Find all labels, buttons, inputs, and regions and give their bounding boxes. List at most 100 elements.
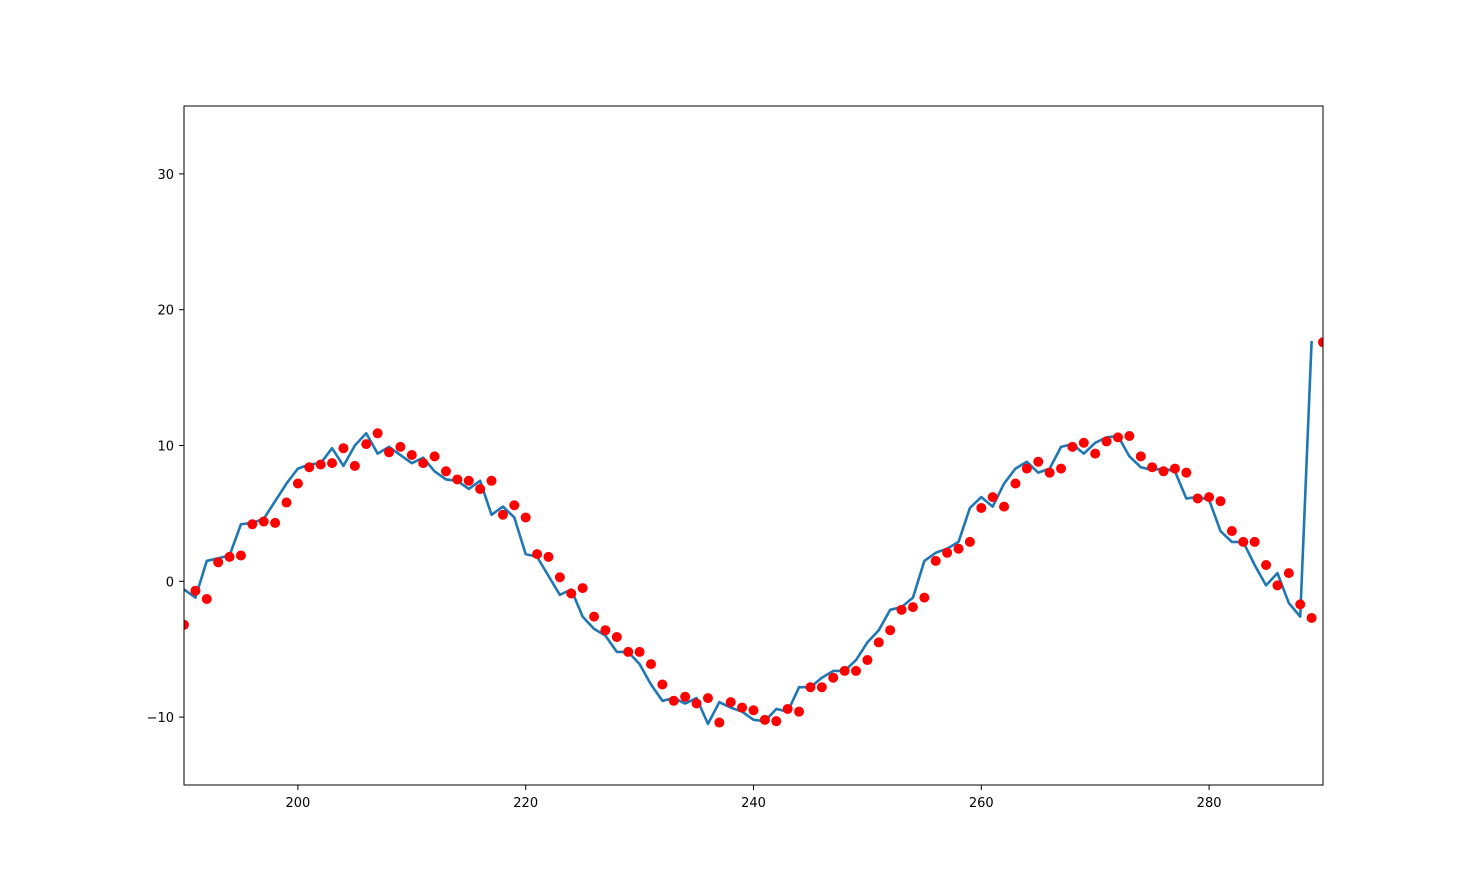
data-point <box>1261 560 1272 570</box>
data-point <box>247 519 258 530</box>
data-point <box>668 695 679 706</box>
x-tick-label: 220 <box>513 796 538 811</box>
data-point <box>691 698 702 709</box>
data-point <box>725 697 736 708</box>
data-point <box>395 441 406 452</box>
plot-area <box>184 337 1323 728</box>
data-point <box>1158 466 1169 477</box>
y-tick-label: −10 <box>147 711 174 726</box>
data-point <box>1021 463 1032 474</box>
data-point <box>976 502 987 513</box>
data-point <box>281 497 292 508</box>
data-point <box>532 549 543 560</box>
data-point <box>702 693 713 704</box>
data-point <box>543 551 554 562</box>
data-point <box>987 492 998 503</box>
data-point <box>452 474 463 485</box>
data-point <box>1272 580 1283 591</box>
data-point <box>1101 436 1112 447</box>
data-point <box>1010 478 1021 489</box>
data-point <box>577 583 588 594</box>
data-point <box>964 536 975 547</box>
data-point <box>486 475 497 486</box>
data-point <box>361 439 372 450</box>
data-point <box>349 460 360 471</box>
data-point <box>930 555 941 566</box>
x-tick-label: 240 <box>741 796 766 811</box>
data-point <box>304 462 315 473</box>
data-point <box>759 714 770 725</box>
data-point <box>771 716 782 727</box>
data-point <box>201 593 212 604</box>
data-point <box>885 625 896 636</box>
data-point <box>1226 526 1237 537</box>
data-point <box>1067 441 1078 452</box>
data-point <box>782 703 793 714</box>
data-point <box>714 717 725 728</box>
data-point <box>839 665 850 676</box>
data-point <box>315 459 326 470</box>
data-point <box>190 585 201 596</box>
data-point <box>657 679 668 690</box>
data-point <box>1124 430 1135 441</box>
x-axis: 200 220 240 260 280 <box>285 785 1222 811</box>
data-point <box>1090 448 1101 459</box>
data-point <box>406 450 417 461</box>
data-point <box>258 516 269 527</box>
data-point <box>1056 463 1067 474</box>
data-point <box>429 451 440 462</box>
data-point <box>1112 432 1123 443</box>
data-point <box>816 682 827 693</box>
data-point <box>942 547 953 558</box>
data-point <box>828 672 839 683</box>
data-point <box>589 611 600 622</box>
data-point <box>1044 467 1055 478</box>
data-point <box>919 592 930 603</box>
data-point <box>213 557 224 568</box>
data-point <box>1215 496 1226 507</box>
data-point <box>327 458 338 469</box>
data-point <box>794 706 805 717</box>
data-point <box>645 659 656 670</box>
data-point <box>953 543 964 554</box>
data-point <box>566 588 577 599</box>
data-point <box>1135 451 1146 462</box>
y-tick-label: 10 <box>157 440 174 455</box>
data-point <box>372 428 383 439</box>
y-tick-label: 30 <box>157 168 174 183</box>
data-point <box>475 483 486 494</box>
data-point <box>270 517 281 528</box>
data-point <box>1169 463 1180 474</box>
data-point <box>1078 437 1089 448</box>
data-point <box>1181 467 1192 478</box>
data-point <box>224 551 235 562</box>
data-point <box>623 646 634 657</box>
data-point <box>600 625 611 636</box>
data-point <box>1306 612 1317 623</box>
data-point <box>184 619 189 630</box>
data-point <box>418 458 429 469</box>
y-tick-label: 0 <box>166 575 174 590</box>
data-point <box>520 512 531 523</box>
x-tick-label: 260 <box>969 796 994 811</box>
data-point <box>1033 456 1044 467</box>
data-point <box>1318 337 1323 348</box>
data-point <box>509 500 520 511</box>
data-point <box>1249 536 1260 547</box>
data-point <box>1192 493 1203 504</box>
data-point <box>851 665 862 676</box>
data-point <box>907 602 918 613</box>
data-point <box>1147 462 1158 473</box>
data-point <box>440 466 451 477</box>
data-point <box>680 691 691 702</box>
data-point <box>235 550 246 561</box>
data-point <box>805 682 816 693</box>
data-point <box>896 604 907 615</box>
data-point <box>999 501 1010 512</box>
data-point <box>634 646 645 657</box>
data-point <box>1204 492 1215 503</box>
series-line <box>184 340 1313 726</box>
data-point <box>873 637 884 648</box>
